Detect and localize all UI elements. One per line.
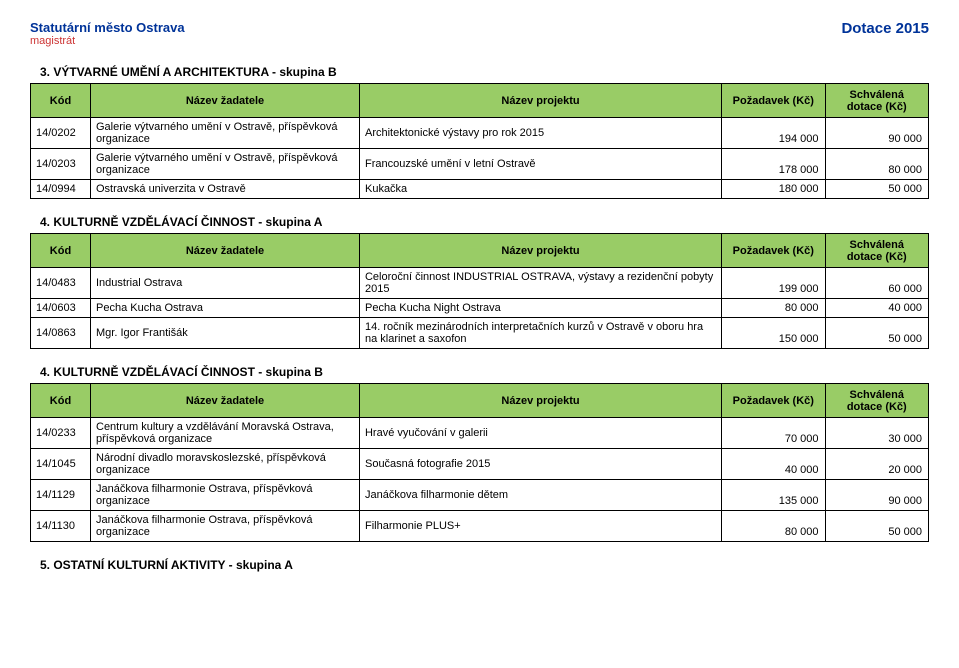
col-header: Schválená dotace (Kč) [825,384,928,418]
cell-project: Pecha Kucha Night Ostrava [359,299,721,318]
cell-request: 70 000 [722,418,825,449]
grants-table: KódNázev žadateleNázev projektuPožadavek… [30,83,929,199]
section-title: 4. KULTURNĚ VZDĚLÁVACÍ ČINNOST - skupina… [40,365,929,379]
cell-approved: 50 000 [825,180,928,199]
cell-project: Současná fotografie 2015 [359,449,721,480]
col-header: Název žadatele [91,384,360,418]
cell-request: 80 000 [722,299,825,318]
table-row: 14/0863Mgr. Igor Františák14. ročník mez… [31,318,929,349]
table-row: 14/0202Galerie výtvarného umění v Ostrav… [31,118,929,149]
cell-approved: 50 000 [825,511,928,542]
doc-title: Dotace 2015 [841,20,929,37]
cell-project: Filharmonie PLUS+ [359,511,721,542]
col-header: Název žadatele [91,84,360,118]
cell-approved: 60 000 [825,268,928,299]
cell-applicant: Národní divadlo moravskoslezské, příspěv… [91,449,360,480]
col-header: Schválená dotace (Kč) [825,234,928,268]
grants-table: KódNázev žadateleNázev projektuPožadavek… [30,383,929,542]
cell-code: 14/0203 [31,149,91,180]
cell-request: 199 000 [722,268,825,299]
section-title: 4. KULTURNĚ VZDĚLÁVACÍ ČINNOST - skupina… [40,215,929,229]
cell-project: Hravé vyučování v galerii [359,418,721,449]
cell-project: Janáčkova filharmonie dětem [359,480,721,511]
cell-applicant: Janáčkova filharmonie Ostrava, příspěvko… [91,480,360,511]
col-header: Požadavek (Kč) [722,234,825,268]
cell-approved: 90 000 [825,480,928,511]
col-header: Název projektu [359,234,721,268]
org-sub: magistrát [30,35,185,47]
cell-applicant: Industrial Ostrava [91,268,360,299]
cell-project: 14. ročník mezinárodních interpretačních… [359,318,721,349]
cell-request: 180 000 [722,180,825,199]
cell-project: Francouzské umění v letní Ostravě [359,149,721,180]
page-header: Statutární město Ostrava magistrát Dotac… [30,20,929,47]
table-row: 14/0994Ostravská univerzita v OstravěKuk… [31,180,929,199]
col-header: Kód [31,384,91,418]
table-row: 14/0233Centrum kultury a vzdělávání Mora… [31,418,929,449]
col-header: Kód [31,234,91,268]
cell-code: 14/1129 [31,480,91,511]
cell-code: 14/0202 [31,118,91,149]
cell-applicant: Galerie výtvarného umění v Ostravě, přís… [91,149,360,180]
col-header: Název žadatele [91,234,360,268]
cell-applicant: Centrum kultury a vzdělávání Moravská Os… [91,418,360,449]
cell-approved: 90 000 [825,118,928,149]
cell-request: 194 000 [722,118,825,149]
section-title: 5. OSTATNÍ KULTURNÍ AKTIVITY - skupina A [40,558,929,572]
cell-code: 14/0863 [31,318,91,349]
cell-request: 135 000 [722,480,825,511]
cell-applicant: Ostravská univerzita v Ostravě [91,180,360,199]
col-header: Požadavek (Kč) [722,84,825,118]
cell-approved: 50 000 [825,318,928,349]
cell-code: 14/0483 [31,268,91,299]
col-header: Název projektu [359,84,721,118]
cell-applicant: Galerie výtvarného umění v Ostravě, přís… [91,118,360,149]
cell-project: Architektonické výstavy pro rok 2015 [359,118,721,149]
cell-request: 40 000 [722,449,825,480]
cell-request: 150 000 [722,318,825,349]
table-row: 14/1045Národní divadlo moravskoslezské, … [31,449,929,480]
section-title: 3. VÝTVARNÉ UMĚNÍ A ARCHITEKTURA - skupi… [40,65,929,79]
col-header: Schválená dotace (Kč) [825,84,928,118]
grants-table: KódNázev žadateleNázev projektuPožadavek… [30,233,929,349]
table-row: 14/1130Janáčkova filharmonie Ostrava, př… [31,511,929,542]
cell-applicant: Janáčkova filharmonie Ostrava, příspěvko… [91,511,360,542]
org-name: Statutární město Ostrava [30,20,185,35]
table-row: 14/0483Industrial OstravaCeloroční činno… [31,268,929,299]
cell-code: 14/1045 [31,449,91,480]
cell-code: 14/1130 [31,511,91,542]
cell-request: 178 000 [722,149,825,180]
cell-code: 14/0994 [31,180,91,199]
col-header: Požadavek (Kč) [722,384,825,418]
table-row: 14/1129Janáčkova filharmonie Ostrava, př… [31,480,929,511]
col-header: Kód [31,84,91,118]
cell-code: 14/0233 [31,418,91,449]
header-left: Statutární město Ostrava magistrát [30,20,185,47]
cell-project: Celoroční činnost INDUSTRIAL OSTRAVA, vý… [359,268,721,299]
cell-applicant: Mgr. Igor Františák [91,318,360,349]
table-row: 14/0203Galerie výtvarného umění v Ostrav… [31,149,929,180]
table-row: 14/0603Pecha Kucha OstravaPecha Kucha Ni… [31,299,929,318]
col-header: Název projektu [359,384,721,418]
cell-approved: 30 000 [825,418,928,449]
cell-code: 14/0603 [31,299,91,318]
cell-applicant: Pecha Kucha Ostrava [91,299,360,318]
cell-project: Kukačka [359,180,721,199]
cell-approved: 40 000 [825,299,928,318]
cell-approved: 20 000 [825,449,928,480]
cell-request: 80 000 [722,511,825,542]
cell-approved: 80 000 [825,149,928,180]
